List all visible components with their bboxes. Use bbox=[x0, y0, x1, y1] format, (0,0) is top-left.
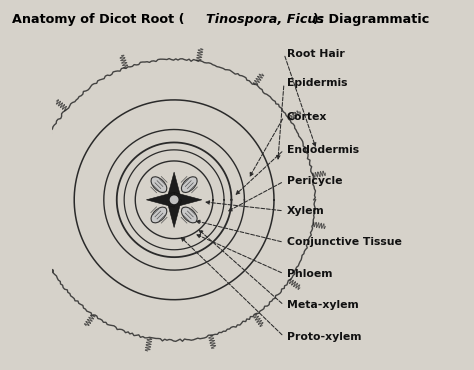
Text: Pericycle: Pericycle bbox=[287, 176, 342, 186]
Text: Endodermis: Endodermis bbox=[287, 145, 359, 155]
Ellipse shape bbox=[182, 207, 197, 223]
Ellipse shape bbox=[151, 207, 167, 223]
Polygon shape bbox=[146, 192, 174, 207]
Polygon shape bbox=[167, 200, 182, 228]
Text: Cortex: Cortex bbox=[287, 111, 328, 122]
Text: Meta-xylem: Meta-xylem bbox=[287, 300, 359, 310]
Text: Xylem: Xylem bbox=[287, 206, 325, 216]
Text: Epidermis: Epidermis bbox=[287, 78, 347, 88]
Text: Anatomy of Dicot Root (: Anatomy of Dicot Root ( bbox=[12, 13, 184, 26]
Text: ): Diagrammatic: ): Diagrammatic bbox=[313, 13, 429, 26]
Text: Phloem: Phloem bbox=[287, 269, 332, 279]
Text: Root Hair: Root Hair bbox=[287, 48, 345, 59]
Ellipse shape bbox=[151, 177, 167, 192]
Text: Proto-xylem: Proto-xylem bbox=[287, 332, 362, 342]
Circle shape bbox=[170, 196, 178, 204]
Text: Conjunctive Tissue: Conjunctive Tissue bbox=[287, 237, 402, 248]
Polygon shape bbox=[167, 172, 182, 200]
Ellipse shape bbox=[182, 177, 197, 192]
Text: Tinospora, Ficus: Tinospora, Ficus bbox=[206, 13, 324, 26]
Polygon shape bbox=[174, 192, 202, 207]
